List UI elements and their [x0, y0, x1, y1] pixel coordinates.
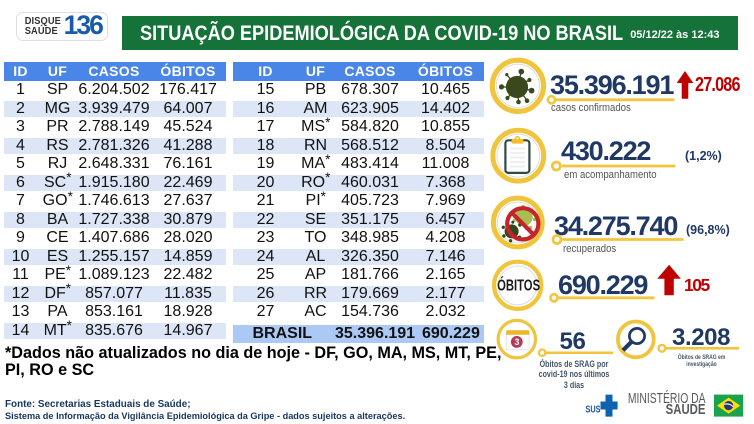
svg-text:ÓBITOS: ÓBITOS: [497, 276, 540, 295]
